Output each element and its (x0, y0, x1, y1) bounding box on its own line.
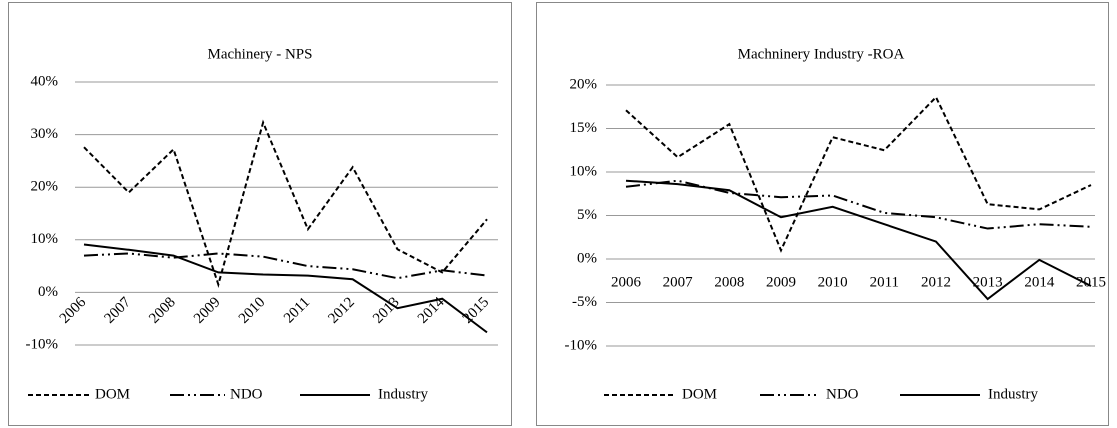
panel-frame (8, 2, 512, 426)
line-series (625, 95, 1092, 253)
chart-title: Machinery - NPS (208, 46, 313, 62)
legend-label: DOM (682, 386, 717, 402)
x-tick-label: 2012 (921, 274, 951, 290)
line-series (83, 243, 488, 334)
x-tick-label: 2006 (611, 274, 642, 290)
x-tick-label: 2011 (870, 274, 899, 290)
line-series (83, 119, 488, 288)
x-tick-label: 2010 (818, 274, 848, 290)
legend-label: DOM (95, 386, 130, 402)
y-tick-label: -10% (26, 336, 59, 352)
chart-title: Machninery Industry -ROA (738, 46, 905, 62)
line-series (83, 252, 488, 280)
y-tick-label: 40% (31, 73, 59, 89)
line-series (625, 179, 1092, 301)
y-tick-label: 0% (577, 250, 597, 266)
y-tick-label: -10% (565, 337, 598, 353)
y-tick-label: 5% (577, 207, 597, 223)
legend-label: NDO (826, 386, 859, 402)
y-tick-label: 20% (31, 179, 59, 195)
y-tick-label: -5% (572, 294, 597, 310)
legend-label: NDO (230, 386, 263, 402)
panel-frame (536, 2, 1109, 426)
y-tick-label: 15% (570, 120, 598, 136)
y-tick-label: 20% (570, 76, 598, 92)
y-tick-label: 10% (31, 231, 59, 247)
legend-label: Industry (378, 386, 428, 402)
legend-label: Industry (988, 386, 1038, 402)
y-tick-label: 10% (570, 163, 598, 179)
x-tick-label: 2014 (1024, 274, 1055, 290)
x-tick-label: 2009 (766, 274, 796, 290)
x-tick-label: 2008 (714, 274, 744, 290)
x-tick-label: 2013 (973, 274, 1003, 290)
x-tick-label: 2015 (1076, 274, 1106, 290)
x-tick-label: 2007 (663, 274, 694, 290)
y-tick-label: 30% (31, 126, 59, 142)
y-tick-label: 0% (38, 284, 58, 300)
